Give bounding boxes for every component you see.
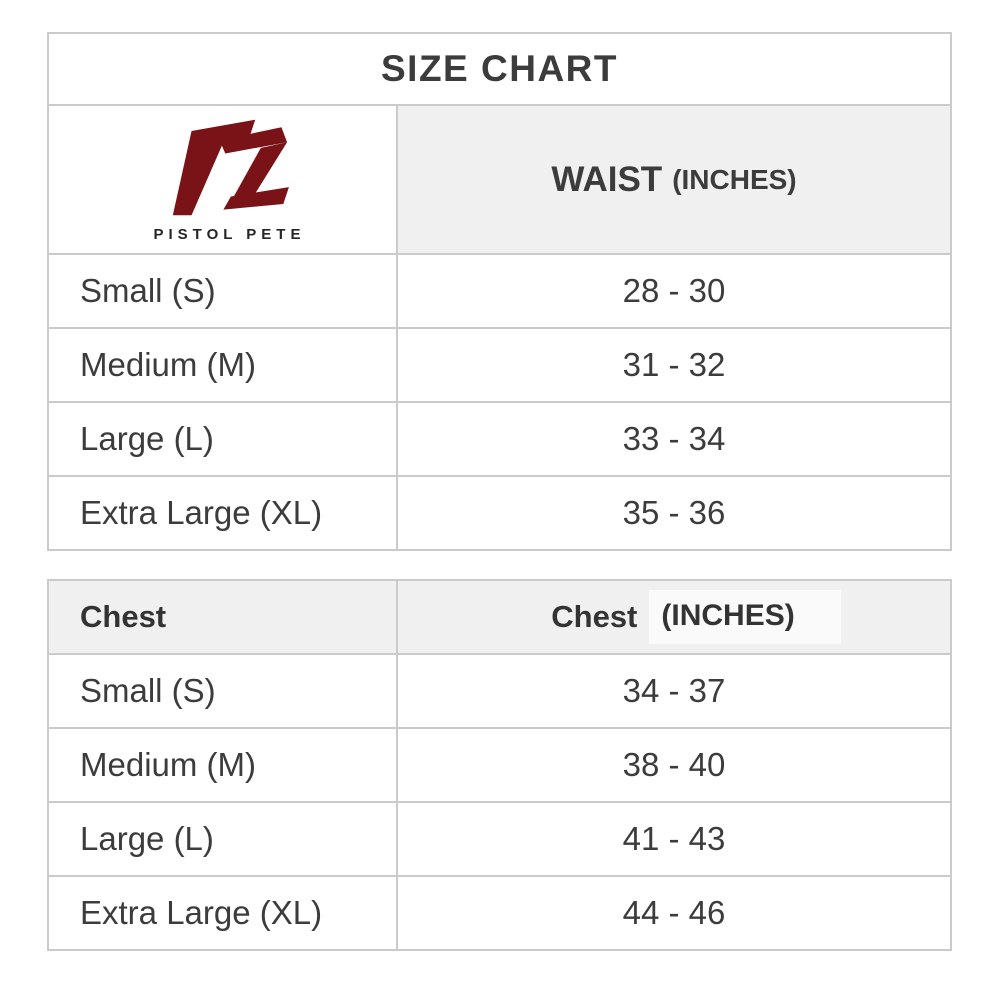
range-cell: 41 - 43 [622, 820, 726, 857]
chest-header-content: Chest (INCHES) [420, 590, 972, 644]
table-row: Large (L) 33 - 34 [49, 401, 950, 475]
size-cell: Extra Large (XL) [49, 477, 398, 549]
table-row: Medium (M) 31 - 32 [49, 327, 950, 401]
table-row: Small (S) 34 - 37 [49, 653, 950, 727]
brand-logo: PISTOL PETE [154, 116, 306, 243]
size-cell: Large (L) [49, 803, 398, 875]
brand-name: PISTOL PETE [153, 226, 306, 243]
range-cell: 44 - 46 [622, 894, 726, 931]
chest-size-table: Chest Chest (INCHES) Small (S) 34 - 37 M… [47, 579, 952, 951]
table-row: Medium (M) 38 - 40 [49, 727, 950, 801]
chest-measure-label: Chest [551, 599, 638, 634]
size-cell: Small (S) [49, 655, 398, 727]
waist-size-table: SIZE CHART PISTOL PETE WAIST [47, 32, 952, 551]
waist-header-cell: WAIST (INCHES) [398, 106, 950, 253]
range-cell: 38 - 40 [622, 746, 726, 783]
range-cell: 35 - 36 [622, 494, 726, 531]
size-chart-title: SIZE CHART [49, 34, 950, 104]
range-cell: 31 - 32 [622, 346, 726, 383]
pistol-pete-logo-icon [173, 119, 290, 216]
size-cell: Extra Large (XL) [49, 877, 398, 949]
size-cell: Small (S) [49, 255, 398, 327]
range-cell: 33 - 34 [622, 420, 726, 457]
table-row: Extra Large (XL) 44 - 46 [49, 875, 950, 949]
size-cell: Medium (M) [49, 729, 398, 801]
range-cell: 34 - 37 [622, 672, 726, 709]
chest-header-label: Chest [49, 581, 398, 653]
size-cell: Medium (M) [49, 329, 398, 401]
size-cell: Large (L) [49, 403, 398, 475]
size-chart: SIZE CHART PISTOL PETE WAIST [47, 32, 952, 951]
waist-header-row: PISTOL PETE WAIST (INCHES) [49, 104, 950, 253]
waist-unit-label: (INCHES) [672, 163, 797, 195]
table-row: Extra Large (XL) 35 - 36 [49, 475, 950, 549]
table-row: Large (L) 41 - 43 [49, 801, 950, 875]
brand-logo-cell: PISTOL PETE [49, 106, 398, 253]
waist-measure-label: WAIST [551, 159, 663, 199]
table-row: Small (S) 28 - 30 [49, 253, 950, 327]
range-cell: 28 - 30 [622, 272, 726, 309]
chest-header-cell: Chest (INCHES) [398, 581, 950, 653]
chest-header-row: Chest Chest (INCHES) [49, 581, 950, 653]
chest-unit-label: (INCHES) [649, 590, 841, 644]
